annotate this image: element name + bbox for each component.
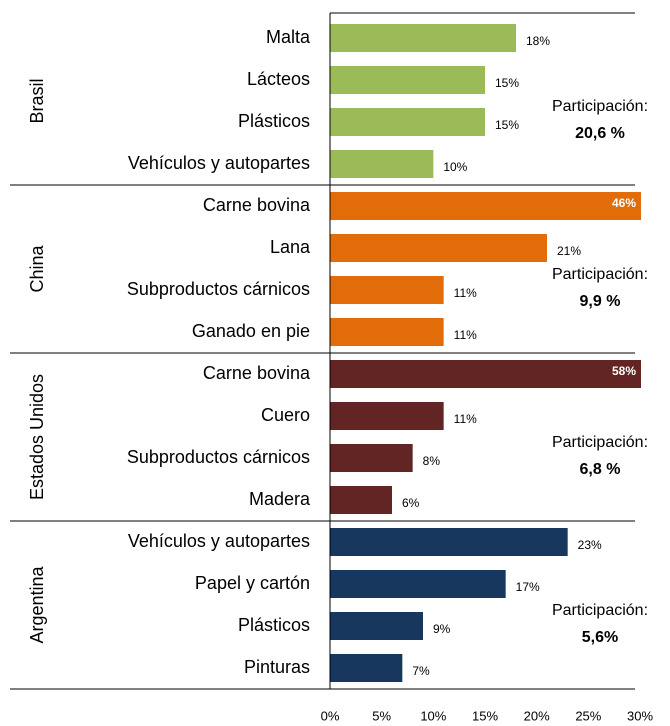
value-label: 46% (612, 196, 636, 210)
share-label: 9,9 % (580, 293, 621, 310)
category-label: Subproductos cárnicos (127, 279, 310, 299)
bar (330, 108, 485, 136)
x-tick-label: 30% (627, 708, 653, 723)
category-label: Vehículos y autopartes (128, 153, 310, 173)
bar (330, 570, 506, 598)
group-label: Argentina (27, 565, 47, 643)
group-label: China (27, 244, 47, 292)
bar (330, 318, 444, 346)
annotation: Participación: (552, 434, 648, 451)
category-label: Cuero (261, 405, 310, 425)
x-tick-label: 0% (321, 708, 340, 723)
bar (330, 66, 485, 94)
plot-area (330, 24, 641, 682)
value-label: 11% (454, 412, 477, 426)
value-label: 6% (402, 496, 420, 510)
bar (330, 654, 403, 682)
bar (330, 192, 641, 220)
bar (330, 444, 413, 472)
annotation: Participación: (552, 98, 648, 115)
bar (330, 486, 392, 514)
category-label: Papel y cartón (195, 573, 310, 593)
category-label: Lácteos (247, 69, 310, 89)
value-label: 18% (526, 34, 550, 48)
x-tick-label: 25% (575, 708, 601, 723)
value-label: 7% (412, 664, 430, 678)
bar (330, 612, 423, 640)
value-label: 15% (495, 76, 519, 90)
bar (330, 528, 568, 556)
share-label: 20,6 % (575, 125, 625, 142)
value-label: 58% (612, 364, 636, 378)
x-tick-label: 15% (472, 708, 498, 723)
value-label: 21% (557, 244, 581, 258)
category-label: Carne bovina (203, 195, 311, 215)
category-label: Malta (266, 27, 311, 47)
bar (330, 150, 434, 178)
value-label: 15% (495, 118, 519, 132)
annotation: Participación: (552, 266, 648, 283)
category-label: Vehículos y autopartes (128, 531, 310, 551)
bar (330, 24, 516, 52)
bar (330, 276, 444, 304)
bar (330, 402, 444, 430)
value-label: 17% (516, 580, 540, 594)
value-label: 10% (443, 160, 467, 174)
bar (330, 234, 547, 262)
category-label: Plásticos (238, 615, 310, 635)
category-label: Carne bovina (203, 363, 311, 383)
category-label: Madera (249, 489, 311, 509)
category-label: Ganado en pie (192, 321, 310, 341)
category-label: Plásticos (238, 111, 310, 131)
category-label: Subproductos cárnicos (127, 447, 310, 467)
group-label: Brasil (27, 78, 47, 123)
value-label: 11% (454, 286, 477, 300)
category-label: Pinturas (244, 657, 310, 677)
value-label: 9% (433, 622, 451, 636)
x-tick-label: 20% (524, 708, 550, 723)
value-label: 11% (454, 328, 477, 342)
value-label: 8% (423, 454, 441, 468)
share-label: 5,6% (582, 629, 618, 646)
category-label: Lana (270, 237, 311, 257)
value-label: 23% (578, 538, 602, 552)
share-label: 6,8 % (580, 461, 621, 478)
x-tick-label: 5% (372, 708, 391, 723)
group-label: Estados Unidos (27, 374, 47, 500)
bar (330, 360, 641, 388)
x-tick-label: 10% (420, 708, 446, 723)
annotation: Participación: (552, 602, 648, 619)
